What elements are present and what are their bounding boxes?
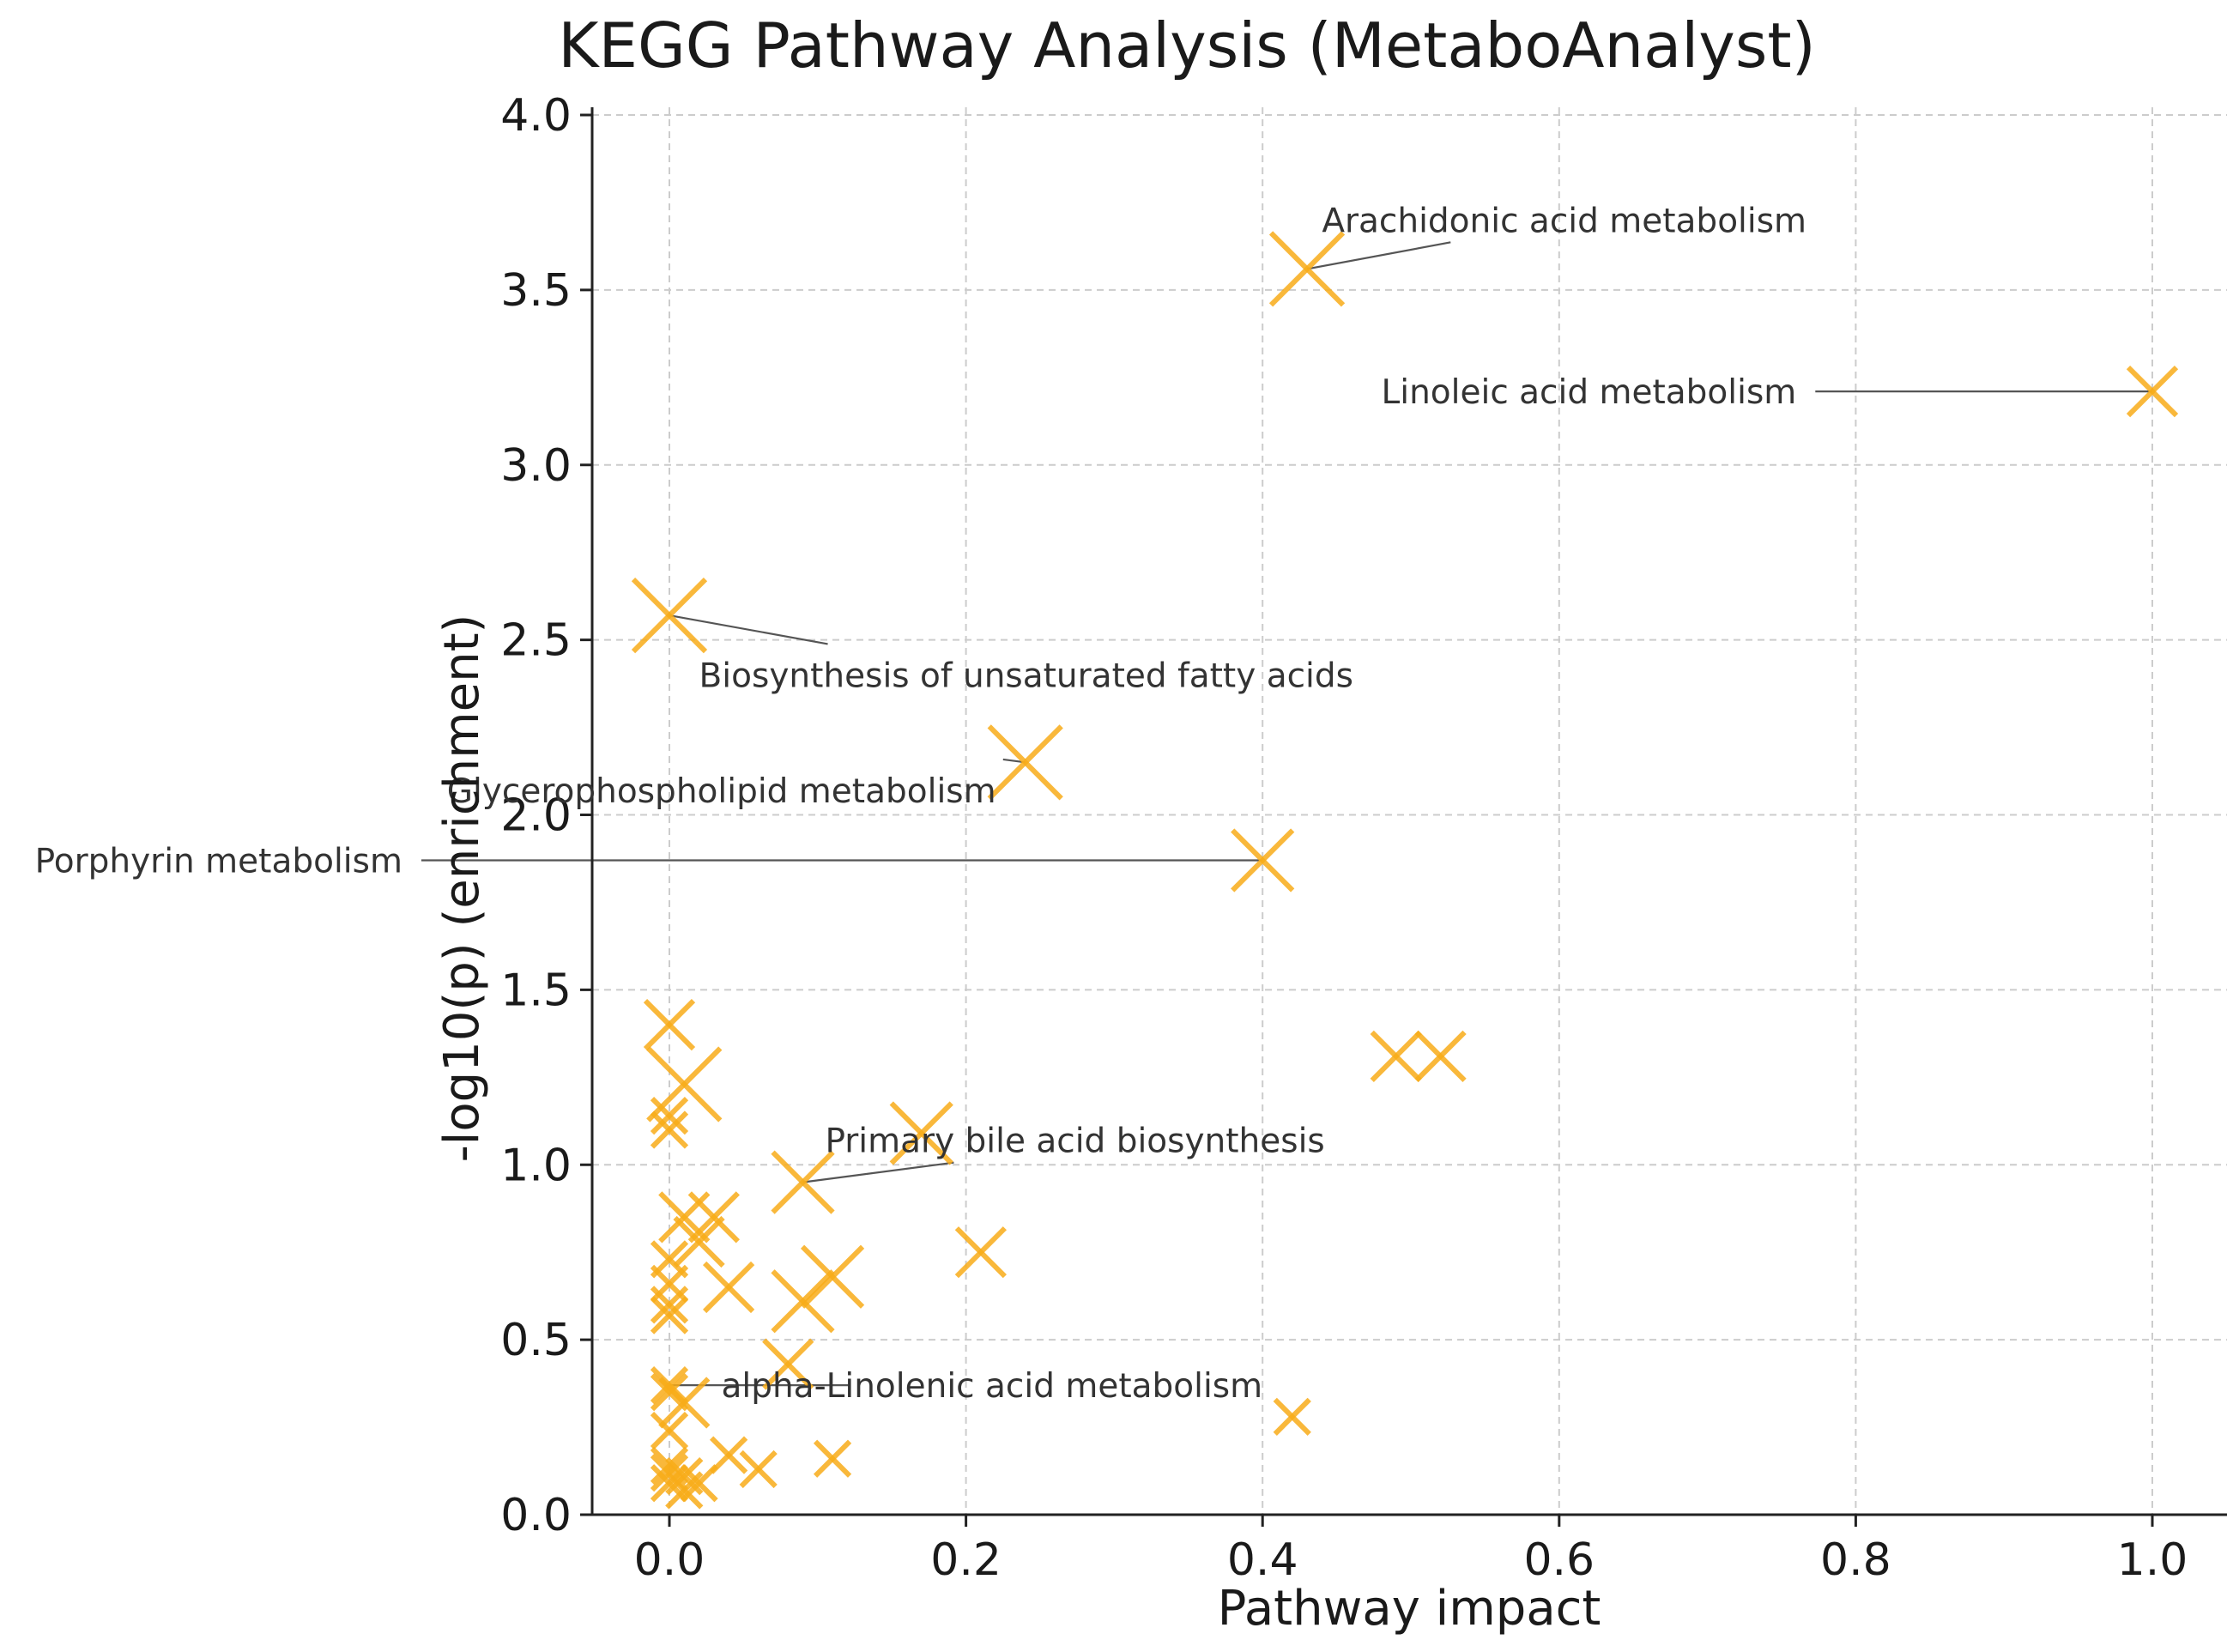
data-points bbox=[631, 231, 2179, 1510]
annotation-leader-line bbox=[1306, 241, 1451, 270]
data-point-stroke bbox=[771, 1150, 835, 1214]
x-tick-label: 0.2 bbox=[930, 1534, 1002, 1586]
data-point bbox=[650, 1110, 689, 1149]
data-point-stroke bbox=[650, 1286, 689, 1324]
data-point-stroke bbox=[987, 724, 1063, 801]
annotation-label: alpha-Linolenic acid metabolism bbox=[721, 1367, 1262, 1406]
data-point bbox=[1231, 828, 1295, 893]
data-point-stroke bbox=[631, 577, 708, 654]
x-axis-label: Pathway impact bbox=[1218, 1581, 1601, 1637]
annotation-label: Arachidonic acid metabolism bbox=[1322, 202, 1806, 240]
annotation-label: Glycerophospholipid metabolism bbox=[447, 772, 996, 811]
annotation-leader-line bbox=[802, 1161, 954, 1183]
x-tick-label: 0.0 bbox=[634, 1534, 705, 1586]
data-point-stroke bbox=[658, 1377, 711, 1429]
annotation-label: Biosynthesis of unsaturated fatty acids bbox=[699, 657, 1353, 695]
annotation-label: Linoleic acid metabolism bbox=[1382, 373, 1797, 412]
data-point bbox=[631, 577, 708, 654]
axes bbox=[590, 107, 2227, 1516]
data-point-stroke bbox=[643, 999, 696, 1051]
data-point bbox=[673, 1215, 725, 1268]
data-point-stroke bbox=[800, 1244, 865, 1309]
annotation-leader-line bbox=[669, 614, 828, 645]
x-tick-label: 0.8 bbox=[1820, 1534, 1891, 1586]
data-point bbox=[771, 1269, 835, 1334]
data-point bbox=[954, 1226, 1008, 1279]
data-point bbox=[889, 1101, 953, 1165]
data-point bbox=[680, 1464, 718, 1503]
data-point-stroke bbox=[1370, 1030, 1422, 1082]
data-point-stroke bbox=[709, 1436, 748, 1474]
x-tick-label: 0.4 bbox=[1227, 1534, 1298, 1586]
grid-lines bbox=[592, 107, 2227, 1516]
annotation-label: Primary bile acid biosynthesis bbox=[825, 1123, 1324, 1161]
y-axis-ticks: 0.0 0.5 1.0 1.5 2.0 2.5 3.0 3.5 4.0 bbox=[500, 90, 592, 1541]
data-point bbox=[771, 1150, 835, 1214]
x-tick-label: 1.0 bbox=[2117, 1534, 2188, 1586]
y-tick-label: 2.5 bbox=[500, 615, 572, 667]
data-point bbox=[658, 1191, 711, 1244]
y-tick-label: 3.5 bbox=[500, 265, 572, 317]
annotation-labels: Arachidonic acid metabolism Linoleic acid… bbox=[35, 202, 1806, 1406]
y-tick-label: 4.0 bbox=[500, 90, 572, 142]
data-point-stroke bbox=[650, 1110, 689, 1149]
y-tick-label: 0.0 bbox=[500, 1490, 572, 1541]
data-point bbox=[658, 1377, 711, 1429]
data-point bbox=[813, 1439, 852, 1478]
data-point bbox=[646, 1046, 723, 1123]
data-point-stroke bbox=[702, 1261, 755, 1314]
data-point-stroke bbox=[2126, 366, 2179, 418]
annotation-label: Porphyrin metabolism bbox=[35, 843, 402, 881]
data-point-stroke bbox=[1414, 1030, 1467, 1082]
data-point-stroke bbox=[650, 1464, 689, 1503]
x-tick-label: 0.6 bbox=[1523, 1534, 1595, 1586]
y-axis-label: -log10(p) (enrichment) bbox=[434, 614, 490, 1163]
data-point bbox=[650, 1097, 689, 1135]
chart-title: KEGG Pathway Analysis (MetaboAnalyst) bbox=[558, 9, 1815, 82]
data-point-stroke bbox=[739, 1449, 778, 1489]
data-point bbox=[643, 999, 696, 1051]
data-point-stroke bbox=[954, 1226, 1008, 1279]
data-point bbox=[739, 1449, 778, 1489]
data-point bbox=[1268, 231, 1346, 307]
data-point bbox=[1414, 1030, 1467, 1082]
data-point bbox=[987, 724, 1063, 801]
y-tick-label: 0.5 bbox=[500, 1315, 572, 1366]
data-point bbox=[650, 1412, 689, 1450]
data-point-stroke bbox=[771, 1269, 835, 1334]
data-point bbox=[1273, 1397, 1311, 1436]
data-point bbox=[1370, 1030, 1422, 1082]
data-point-stroke bbox=[650, 1373, 689, 1412]
data-point-stroke bbox=[650, 1412, 689, 1450]
y-tick-label: 1.5 bbox=[500, 965, 572, 1016]
data-point bbox=[762, 1338, 814, 1390]
data-point bbox=[2126, 366, 2179, 418]
data-point-stroke bbox=[889, 1101, 953, 1165]
data-point-stroke bbox=[673, 1215, 725, 1268]
y-tick-label: 1.0 bbox=[500, 1140, 572, 1191]
data-point-stroke bbox=[650, 1097, 689, 1135]
data-point-stroke bbox=[1231, 828, 1295, 893]
data-point-stroke bbox=[687, 1191, 740, 1244]
data-point bbox=[687, 1191, 740, 1244]
data-point bbox=[702, 1261, 755, 1314]
axis-spines bbox=[590, 107, 2227, 1516]
x-axis-ticks: 0.0 0.2 0.4 0.6 0.8 1.0 bbox=[634, 1515, 2188, 1586]
data-point bbox=[800, 1244, 865, 1309]
data-point-stroke bbox=[813, 1439, 852, 1478]
data-point-stroke bbox=[650, 1446, 689, 1486]
data-point bbox=[709, 1436, 748, 1474]
y-tick-label: 2.0 bbox=[500, 790, 572, 842]
data-point bbox=[650, 1296, 689, 1334]
data-point-stroke bbox=[1268, 231, 1346, 307]
data-point bbox=[650, 1286, 689, 1324]
data-point-stroke bbox=[762, 1338, 814, 1390]
y-tick-label: 3.0 bbox=[500, 440, 572, 492]
data-point-stroke bbox=[680, 1464, 718, 1503]
data-point-stroke bbox=[1273, 1397, 1311, 1436]
data-point-stroke bbox=[650, 1296, 689, 1334]
